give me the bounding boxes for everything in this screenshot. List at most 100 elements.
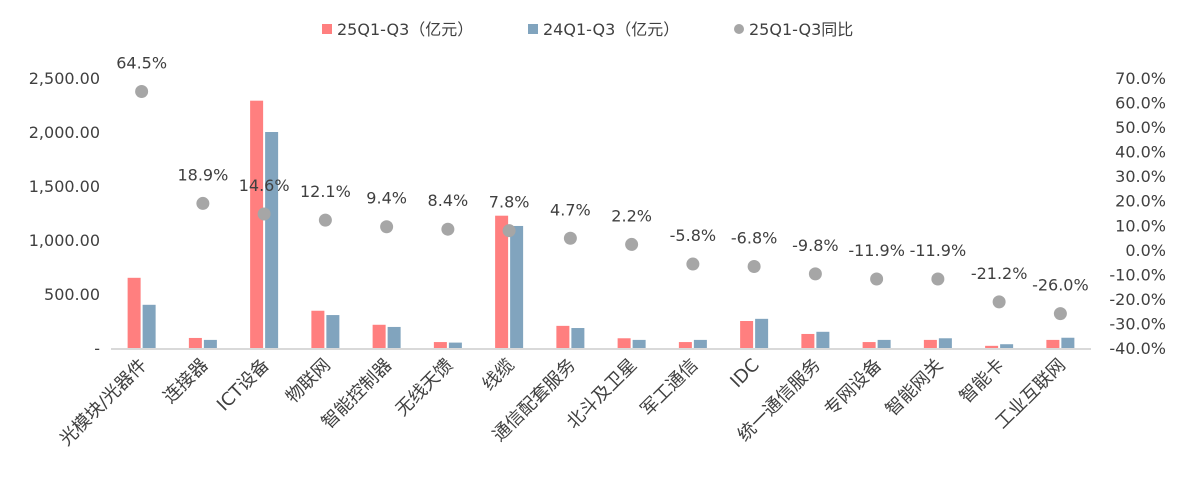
bar-25q1-q3 [556,325,570,348]
bar-24q1-q3 [877,339,891,348]
yoy-data-label: 2.2% [611,206,652,225]
bar-25q1-q3 [188,337,202,348]
left-tick-label: - [94,339,100,358]
left-tick-label: 2,000.00 [29,123,100,142]
yoy-data-label: -11.9% [910,241,967,260]
x-tick-label: 物联网 [282,355,335,408]
yoy-point [931,272,945,286]
yoy-point [992,295,1006,309]
bar-24q1-q3 [693,339,707,348]
right-tick-label: 30.0% [1115,167,1166,186]
right-tick-label: 20.0% [1115,192,1166,211]
yoy-point [196,196,210,210]
left-axis: - 500.00 1,000.00 1,500.00 2,000.00 2,500.00 [29,69,100,358]
bar-25q1-q3 [923,339,937,348]
bar-25q1-q3 [740,321,754,348]
right-tick-label: -30.0% [1109,314,1166,333]
left-tick-label: 2,500.00 [29,69,100,88]
yoy-point [808,267,822,281]
bar-25q1-q3 [433,342,447,348]
legend-label: 24Q1-Q3（亿元） [543,20,679,39]
right-tick-label: -40.0% [1109,339,1166,358]
right-tick-label: 40.0% [1115,143,1166,162]
yoy-data-label: 12.1% [300,182,351,201]
right-tick-label: 60.0% [1115,94,1166,113]
bar-24q1-q3 [203,339,217,348]
yoy-point [870,272,884,286]
left-tick-label: 1,000.00 [29,231,100,250]
right-tick-label: 0.0% [1125,241,1166,260]
bar-25q1-q3 [311,310,325,348]
bar-25q1-q3 [372,324,386,348]
right-tick-label: -20.0% [1109,290,1166,309]
right-tick-label: 70.0% [1115,69,1166,88]
left-tick-label: 1,500.00 [29,177,100,196]
yoy-point [257,207,271,221]
yoy-point [135,85,149,98]
yoy-point [563,231,577,245]
yoy-data-label: 7.8% [489,193,530,212]
bar-25q1-q3 [985,345,999,348]
bar-25q1-q3 [495,215,509,348]
yoy-data-label: -6.8% [731,229,777,248]
bar-25q1-q3 [862,342,876,348]
legend-label: 25Q1-Q3（亿元） [337,20,473,39]
yoy-data-label: 18.9% [177,165,228,184]
bar-24q1-q3 [326,315,340,348]
x-tick-label: 智能卡 [956,355,1009,408]
x-tick-label: 光模块/光器件 [56,355,152,451]
yoy-data-label: 4.7% [550,200,591,219]
bar-24q1-q3 [571,328,585,348]
yoy-data-label: 9.4% [366,189,407,208]
yoy-data-label: 8.4% [428,191,469,210]
yoy-point [686,257,700,271]
bar-24q1-q3 [1000,344,1014,348]
legend-label: 25Q1-Q3同比 [749,20,853,39]
bar-24q1-q3 [816,331,830,348]
legend-swatch [734,24,744,34]
yoy-point [318,213,332,227]
yoy-data-label: -26.0% [1032,276,1089,295]
right-tick-label: 10.0% [1115,216,1166,235]
bar-25q1-q3 [1046,339,1060,348]
yoy-data-label: 14.6% [239,176,290,195]
x-tick-label: ICT设备 [213,355,274,416]
bar-25q1-q3 [250,100,264,349]
yoy-data-label: -9.8% [792,236,838,255]
yoy-point [502,224,516,238]
bar-25q1-q3 [617,338,631,348]
bar-24q1-q3 [265,132,279,348]
bar-24q1-q3 [938,338,952,348]
x-tick-label: 专网设备 [820,355,886,421]
yoy-points: 64.5% 18.9% 14.6% 12.1% 9.4% 8.4% 7.8% 4.7% 2.2%… [116,54,1089,321]
bar-24q1-q3 [1061,337,1075,348]
legend-swatch [322,24,332,34]
right-tick-label: -10.0% [1109,265,1166,284]
yoy-point [747,260,761,274]
bar-24q1-q3 [632,339,646,348]
x-tick-label: 军工通信 [637,355,703,421]
yoy-data-label: -21.2% [971,264,1028,283]
yoy-point [625,237,639,251]
yoy-point [1053,307,1067,321]
x-tick-label: 无线天馈 [392,355,458,421]
bar-24q1-q3 [510,225,524,348]
bar-24q1-q3 [387,326,401,348]
left-tick-label: 500.00 [44,285,100,304]
bar-24q1-q3 [142,304,156,348]
x-tick-label: 连接器 [159,355,212,408]
legend: 25Q1-Q3（亿元） 24Q1-Q3（亿元） 25Q1-Q3同比 [322,20,853,39]
bar-24q1-q3 [448,342,462,348]
legend-swatch [528,24,538,34]
bar-24q1-q3 [755,318,769,348]
bar-25q1-q3 [801,333,815,348]
bar-25q1-q3 [127,277,141,348]
bars [127,100,1075,349]
yoy-data-label: -11.9% [848,241,905,260]
right-tick-label: 50.0% [1115,118,1166,137]
x-tick-label: IDC [726,355,763,392]
x-tick-label: 智能网关 [882,355,948,421]
yoy-point [441,222,455,236]
yoy-point [380,220,394,234]
